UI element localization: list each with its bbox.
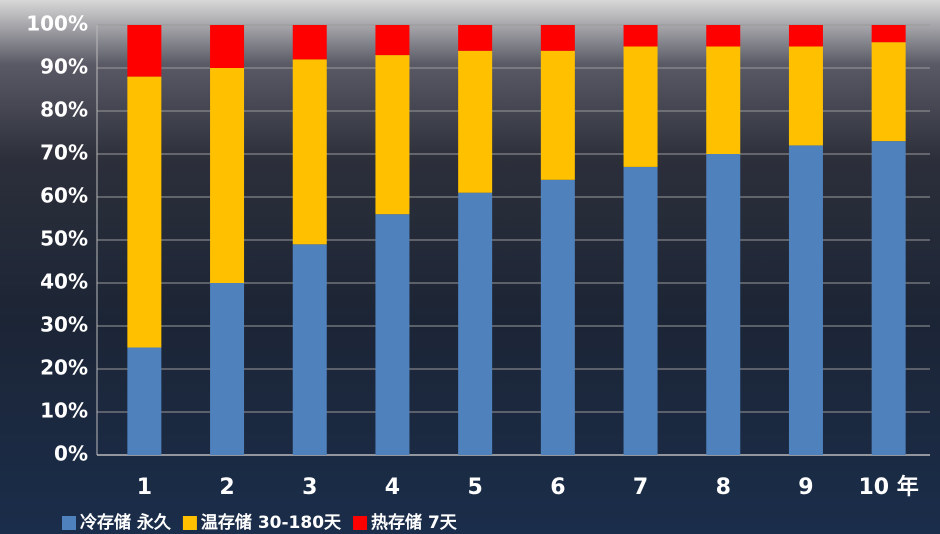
bar-segment <box>210 25 244 68</box>
y-tick-label: 90% <box>40 55 88 79</box>
y-tick-label: 70% <box>40 141 88 165</box>
legend-swatch <box>353 516 367 530</box>
bar-segment <box>293 244 327 455</box>
y-tick-label: 100% <box>26 12 88 36</box>
bar-segment <box>375 214 409 455</box>
bar-segment <box>541 180 575 455</box>
x-tick-label: 9 <box>798 475 813 500</box>
x-tick-label: 8 <box>716 475 731 500</box>
bar-segment <box>458 25 492 51</box>
legend-label: 热存储 7天 <box>371 512 458 533</box>
y-tick-label: 40% <box>40 270 88 294</box>
legend-label: 温存储 30-180天 <box>201 512 342 533</box>
bar-segment <box>458 51 492 193</box>
x-tick-label: 7 <box>633 475 648 500</box>
bar-segment <box>789 145 823 455</box>
x-tick-label: 3 <box>302 475 317 500</box>
bar-segment <box>872 42 906 141</box>
y-tick-label: 80% <box>40 98 88 122</box>
bar-segment <box>375 25 409 55</box>
y-tick-label: 50% <box>40 227 88 251</box>
bar-segment <box>375 55 409 214</box>
chart: 0% 10% 20% 30% 40% 50% 60% 70% 80% 90% 100% 1 2 3 4 5 6 7… <box>0 0 940 534</box>
bar-segment <box>458 193 492 455</box>
bar-segment <box>541 25 575 51</box>
x-tick-label: 2 <box>219 475 234 500</box>
bar-segment <box>706 154 740 455</box>
bar-segment <box>624 25 658 47</box>
x-tick-label: 5 <box>467 475 482 500</box>
bar-segment <box>706 25 740 47</box>
bar-segment <box>210 68 244 283</box>
y-tick-label: 20% <box>40 356 88 380</box>
bar-segment <box>789 25 823 47</box>
x-tick-label: 10 年 <box>859 474 919 500</box>
bar-segment <box>293 25 327 59</box>
legend-label: 冷存储 永久 <box>80 512 171 533</box>
bar-segment <box>127 25 161 77</box>
bar-segment <box>127 77 161 348</box>
bar-segment <box>541 51 575 180</box>
bar-segment <box>872 25 906 42</box>
x-tick-label: 6 <box>550 475 565 500</box>
legend-swatch <box>183 516 197 530</box>
y-tick-label: 30% <box>40 313 88 337</box>
y-tick-label: 0% <box>54 442 88 466</box>
bar-segment <box>293 59 327 244</box>
y-tick-label: 10% <box>40 399 88 423</box>
x-tick-label: 1 <box>137 475 152 500</box>
x-tick-label: 4 <box>385 475 400 500</box>
bar-segment <box>210 283 244 455</box>
legend-swatch <box>62 516 76 530</box>
y-tick-label: 60% <box>40 184 88 208</box>
bar-segment <box>872 141 906 455</box>
bar-segment <box>624 47 658 167</box>
bar-segment <box>624 167 658 455</box>
bar-segment <box>706 47 740 155</box>
bar-segment <box>127 348 161 456</box>
bar-segment <box>789 47 823 146</box>
